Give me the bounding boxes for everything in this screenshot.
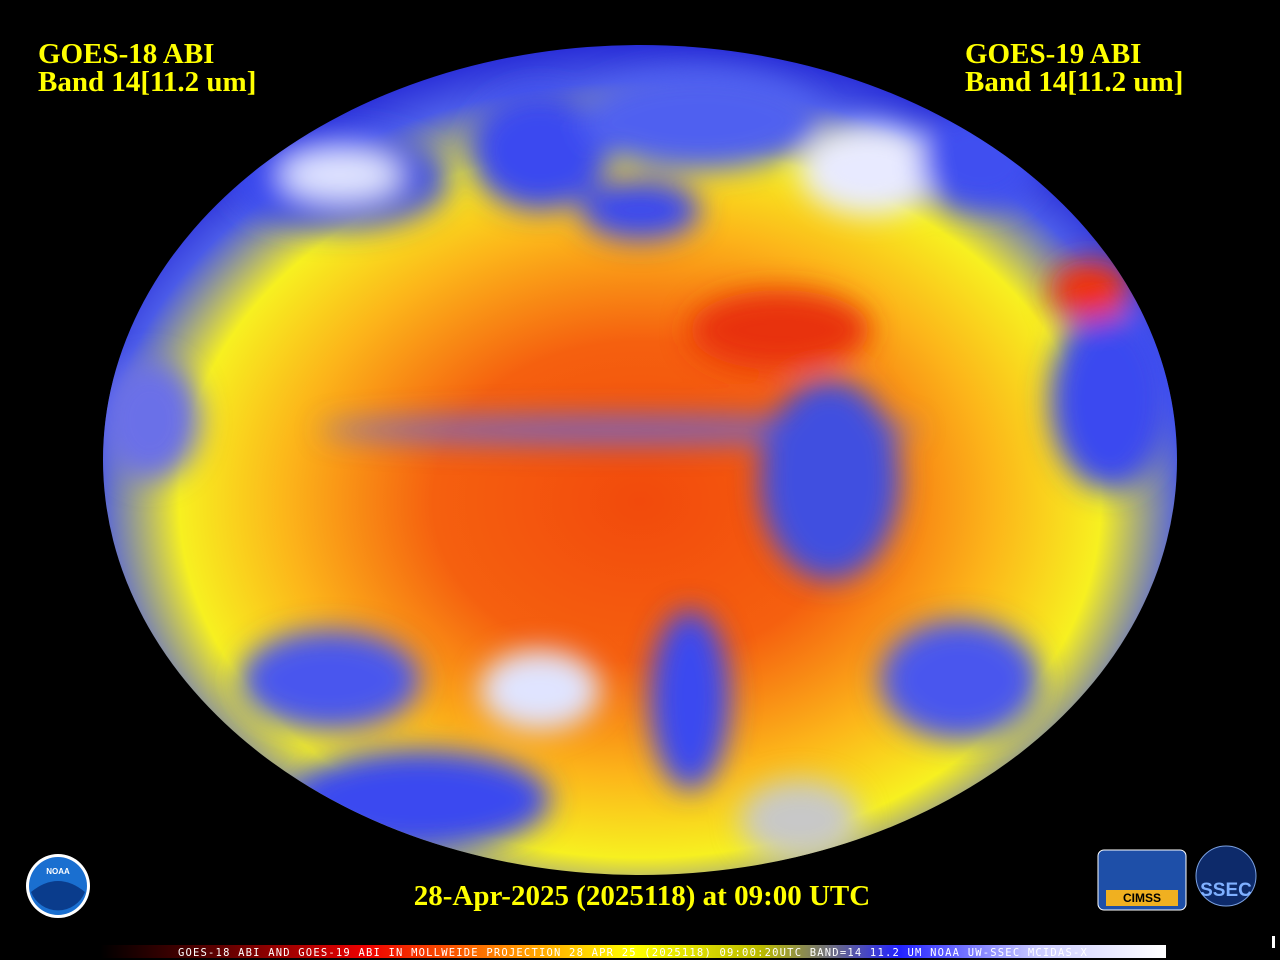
colorbar (100, 945, 1166, 958)
cimss-label: CIMSS (1123, 891, 1161, 905)
noaa-label: NOAA (46, 867, 70, 876)
ssec-label: SSEC (1200, 880, 1252, 901)
cimss-logo: CIMSS (1097, 849, 1187, 911)
left-band: Band 14[11.2 um] (38, 66, 256, 98)
left-satellite: GOES-18 ABI (38, 38, 214, 70)
right-satellite: GOES-19 ABI (965, 38, 1141, 70)
ssec-logo: SSEC (1195, 845, 1257, 907)
noaa-logo: NOAA (26, 854, 90, 918)
right-band: Band 14[11.2 um] (965, 66, 1183, 98)
colorbar-caption: GOES-18 ABI AND GOES-19 ABI IN MOLLWEIDE… (178, 947, 1088, 959)
timestamp: 28-Apr-2025 (2025118) at 09:00 UTC (414, 880, 870, 912)
marker (1272, 936, 1275, 948)
